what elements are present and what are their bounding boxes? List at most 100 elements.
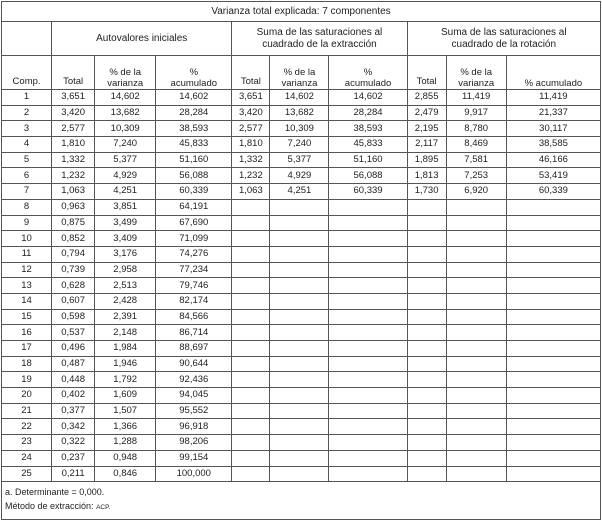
table-cell xyxy=(328,340,408,357)
table-row: 3 2,577 10,309 38,593 2,577 10,309 38,593 2,195… xyxy=(0,120,602,138)
table-cell: 0,487 xyxy=(51,355,96,373)
table-cell xyxy=(231,308,271,326)
footnote-determinant: a. Determinante = 0,000. xyxy=(5,487,105,498)
table-cell: 1,946 xyxy=(94,355,157,373)
table-cell xyxy=(406,261,447,279)
table-cell: 9,917 xyxy=(445,104,507,122)
table-cell xyxy=(231,340,271,357)
table-cell xyxy=(505,434,602,451)
table-cell xyxy=(231,261,271,279)
table-cell xyxy=(328,214,408,232)
table-cell: 1,984 xyxy=(94,340,157,357)
table-row: 23 0,322 1,288 98,206 xyxy=(0,434,602,451)
table-cell xyxy=(505,324,602,341)
table-cell: 1,063 xyxy=(231,183,271,200)
table-cell xyxy=(505,277,602,294)
table-cell xyxy=(505,198,602,216)
table-cell: 0,628 xyxy=(51,277,96,294)
table-cell: 4,929 xyxy=(269,167,330,185)
table-cell: 38,593 xyxy=(328,120,408,138)
table-cell: 14,602 xyxy=(269,89,330,106)
table-cell xyxy=(505,402,602,420)
empty-header xyxy=(0,21,53,56)
table-cell: 0,377 xyxy=(51,402,96,420)
column-header: % de la varianza xyxy=(269,55,330,90)
table-cell xyxy=(445,449,507,467)
table-cell: 2,958 xyxy=(94,261,157,279)
table-cell xyxy=(269,465,330,483)
table-row: 15 0,598 2,391 84,566 xyxy=(0,308,602,326)
table-cell: 4,251 xyxy=(94,183,157,200)
table-cell xyxy=(328,449,408,467)
table-cell: 15 xyxy=(0,308,53,326)
table-cell: 25 xyxy=(0,465,53,483)
column-header: % de la varianza xyxy=(445,55,507,90)
table-cell: 1,332 xyxy=(51,151,96,169)
table-cell: 95,552 xyxy=(155,402,233,420)
column-header: Total xyxy=(51,55,96,90)
table-cell: 7,253 xyxy=(445,167,507,185)
table-row: 14 0,607 2,428 82,174 xyxy=(0,292,602,310)
table-cell xyxy=(406,230,447,247)
table-cell: 1,288 xyxy=(94,434,157,451)
table-cell xyxy=(505,465,602,483)
table-cell: 45,833 xyxy=(155,136,233,153)
table-cell: 71,099 xyxy=(155,230,233,247)
table-cell: 28,284 xyxy=(155,104,233,122)
table-cell xyxy=(445,387,507,404)
table-cell: 14,602 xyxy=(155,89,233,106)
table-cell xyxy=(231,198,271,216)
table-cell xyxy=(328,308,408,326)
table-cell: 86,714 xyxy=(155,324,233,341)
table-cell xyxy=(269,292,330,310)
table-cell: 99,154 xyxy=(155,449,233,467)
table-cell xyxy=(269,402,330,420)
table-cell: 2,513 xyxy=(94,277,157,294)
table-cell xyxy=(328,277,408,294)
table-row: 8 0,963 3,851 64,191 xyxy=(0,198,602,216)
table-cell xyxy=(269,198,330,216)
table-cell: 11,419 xyxy=(445,89,507,106)
table-cell: 45,833 xyxy=(328,136,408,153)
table-cell xyxy=(328,261,408,279)
table-cell xyxy=(445,324,507,341)
table-cell xyxy=(406,387,447,404)
table-cell xyxy=(328,402,408,420)
table-cell: 5,377 xyxy=(269,151,330,169)
table-cell: 0,342 xyxy=(51,418,96,436)
column-header: % de la varianza xyxy=(94,55,157,90)
table-cell: 56,088 xyxy=(155,167,233,185)
table-cell: 2,428 xyxy=(94,292,157,310)
table-cell xyxy=(406,434,447,451)
table-cell: 3,176 xyxy=(94,245,157,263)
table-cell: 28,284 xyxy=(328,104,408,122)
table-cell xyxy=(445,434,507,451)
table-cell xyxy=(328,387,408,404)
table-cell: 12 xyxy=(0,261,53,279)
table-cell xyxy=(328,292,408,310)
table-cell xyxy=(505,230,602,247)
table-row: 5 1,332 5,377 51,160 1,332 5,377 51,160 1,895 7,… xyxy=(0,151,602,169)
table-cell xyxy=(445,418,507,436)
table-cell xyxy=(328,434,408,451)
table-cell: 3,420 xyxy=(231,104,271,122)
table-cell xyxy=(231,355,271,373)
table-cell xyxy=(505,355,602,373)
table-cell xyxy=(505,261,602,279)
table-cell: 0,402 xyxy=(51,387,96,404)
method-value: ACP. xyxy=(96,504,111,512)
table-cell: 4 xyxy=(0,136,53,153)
table-cell xyxy=(269,324,330,341)
table-cell xyxy=(406,402,447,420)
table-cell: 0,963 xyxy=(51,198,96,216)
table-cell xyxy=(231,387,271,404)
table-cell xyxy=(269,449,330,467)
table-cell: 8,469 xyxy=(445,136,507,153)
table-row: 19 0,448 1,792 92,436 xyxy=(0,371,602,389)
table-cell: 0,598 xyxy=(51,308,96,326)
table-cell xyxy=(505,387,602,404)
table-cell xyxy=(269,355,330,373)
table-cell: 2,855 xyxy=(406,89,447,106)
table-cell xyxy=(406,371,447,389)
table-cell: 3,420 xyxy=(51,104,96,122)
